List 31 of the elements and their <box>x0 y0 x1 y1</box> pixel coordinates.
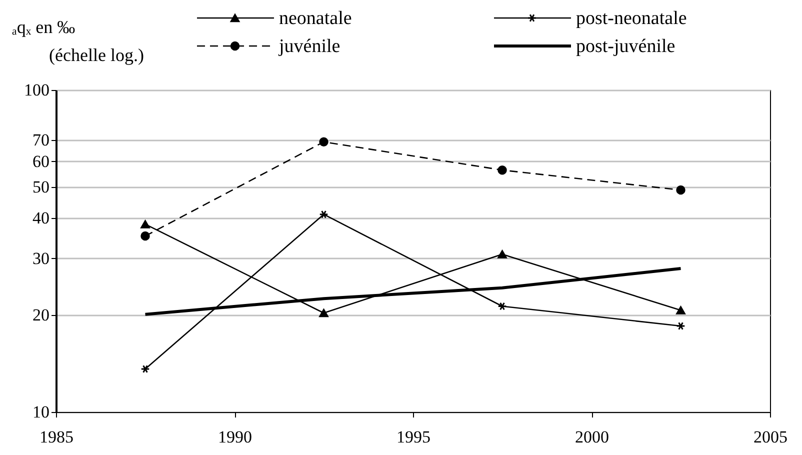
point <box>676 185 686 195</box>
point <box>498 250 507 258</box>
y-tick-label: 50 <box>32 177 50 196</box>
text: (échelle log.) <box>49 45 144 65</box>
x-tick-label: 1985 <box>40 428 74 446</box>
point <box>498 302 507 310</box>
x-tick-label: 2005 <box>754 428 788 446</box>
y-tick-label: 70 <box>32 130 50 150</box>
y-axis-title: ₐqₓ en ‰ <box>12 17 76 37</box>
point <box>140 231 150 241</box>
point <box>319 210 328 218</box>
point <box>498 165 507 175</box>
y-tick-label: 40 <box>32 208 50 228</box>
point <box>319 137 328 147</box>
point <box>676 306 686 314</box>
y-tick-label: 100 <box>24 80 50 100</box>
point <box>676 322 686 330</box>
legend-label: post-juvénile <box>576 36 676 57</box>
legend-label: post-neonatale <box>576 8 687 29</box>
point <box>140 364 150 374</box>
point <box>140 220 150 228</box>
y-tick-label: 20 <box>32 306 50 325</box>
legend-label: neonatale <box>279 8 352 29</box>
x-tick-label: 1990 <box>218 428 252 446</box>
y-tick-label: 10 <box>32 402 50 422</box>
point <box>319 308 328 318</box>
x-tick-label: 1995 <box>396 428 430 446</box>
x-tick-label: 2000 <box>575 428 609 446</box>
y-tick-label: 30 <box>32 248 50 268</box>
y-tick-label: 60 <box>32 152 50 171</box>
legend-label: juvénile <box>278 36 340 57</box>
